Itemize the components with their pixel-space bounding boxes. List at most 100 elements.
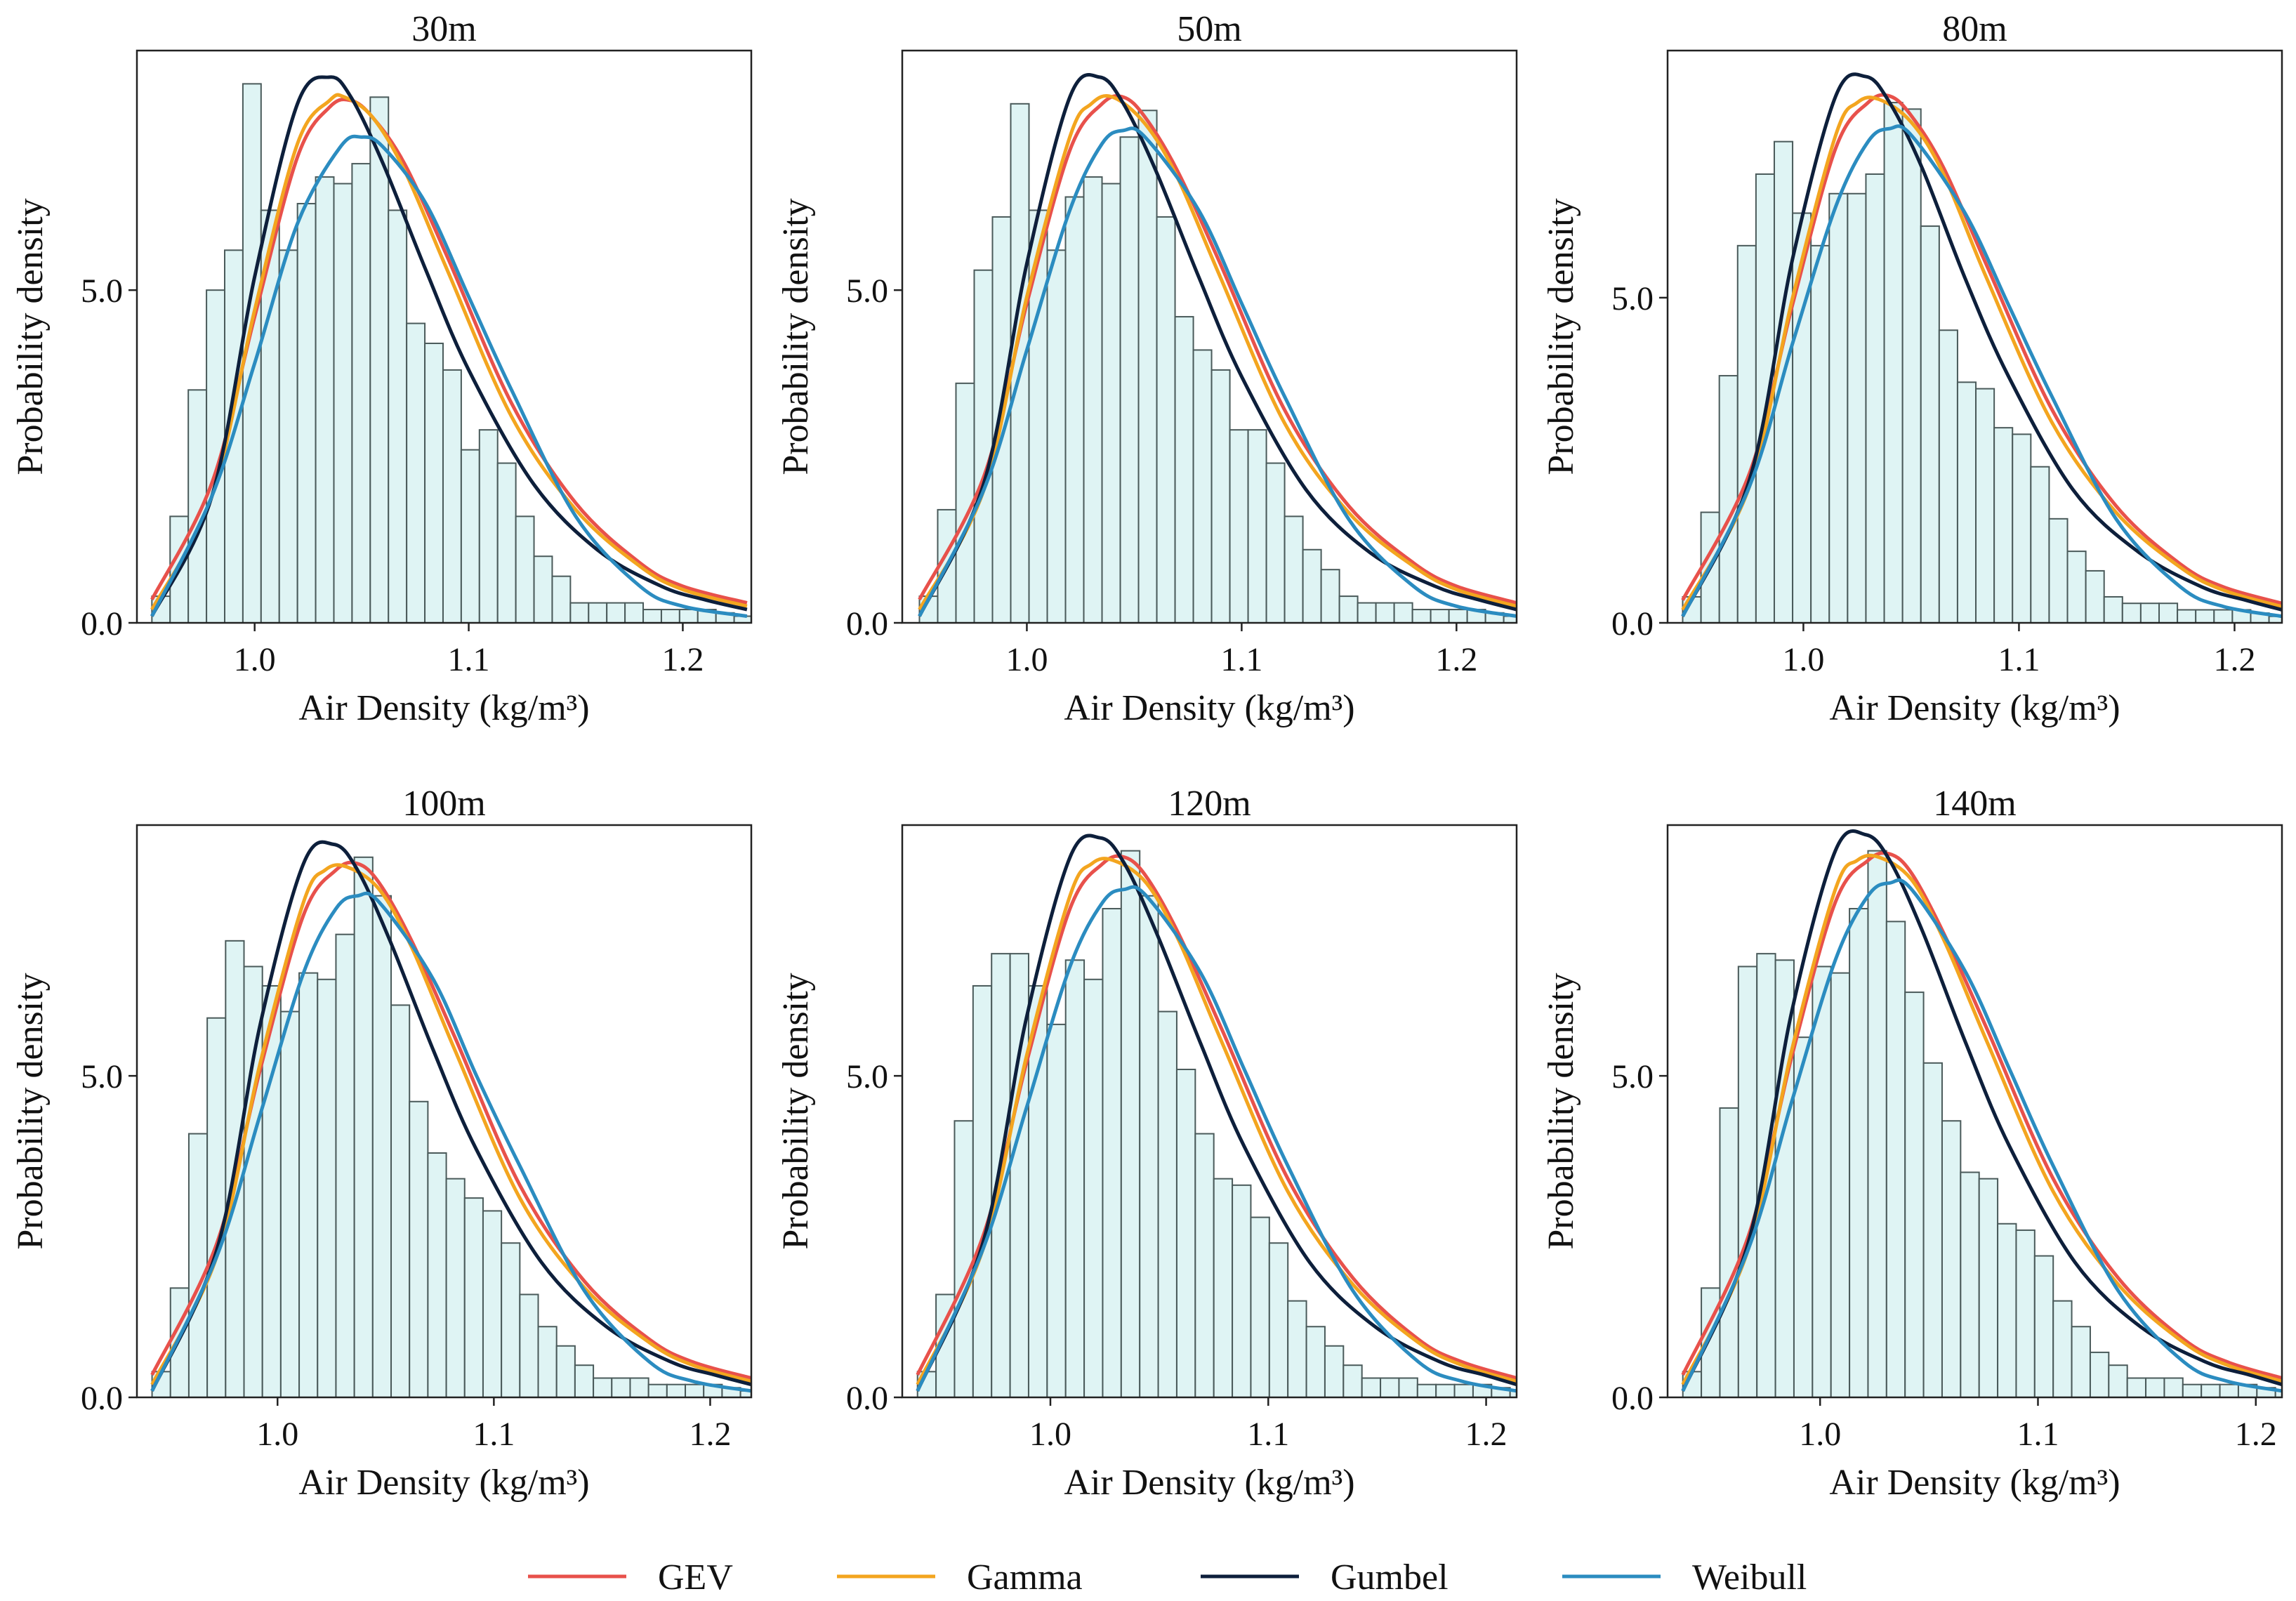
histogram-bar — [629, 1377, 649, 1397]
histogram-bar — [1920, 225, 1940, 623]
histogram-bar — [2052, 1300, 2073, 1397]
histogram-bar — [409, 1100, 429, 1397]
histogram-bar — [1375, 602, 1395, 623]
histogram-bar — [2126, 1377, 2147, 1397]
histogram-bar — [1883, 102, 1904, 623]
histogram-bar — [1810, 244, 1830, 623]
x-tick-label: 1.0 — [234, 641, 276, 678]
x-tick-label: 1.1 — [1998, 641, 2040, 678]
plot-frame — [901, 49, 1518, 624]
panel-30m: 1.0 1.1 1.2 0.0 5.0 30m Air Density (kg/m³) Pro… — [11, 9, 753, 728]
histogram-bar — [1137, 110, 1158, 623]
legend-label-weibull: Weibull — [1692, 1557, 1807, 1597]
histogram-bar — [1849, 908, 1869, 1397]
histogram-bar — [1828, 192, 1849, 623]
histogram-bar — [478, 429, 499, 623]
legend-label-gumbel: Gumbel — [1331, 1557, 1449, 1597]
y-tick-label: 5.0 — [1611, 1058, 1654, 1095]
histogram-bar — [2182, 1383, 2203, 1397]
histogram-bar — [1975, 388, 1995, 623]
x-axis-label: Air Density (kg/m³) — [1829, 1463, 2120, 1503]
legend-item-gamma: Gamma — [837, 1557, 1083, 1597]
histogram-bar — [1885, 921, 1906, 1397]
histogram-bar — [1302, 548, 1322, 623]
curve-gamma — [918, 93, 1517, 611]
histogram-bar — [2121, 602, 2142, 623]
curve-gamma — [1681, 95, 2282, 611]
histogram-bar — [460, 449, 480, 623]
plot-frame — [1666, 824, 2283, 1399]
histogram-bar — [371, 895, 392, 1397]
histogram-bar — [1064, 959, 1086, 1397]
histogram-bar — [1453, 1383, 1474, 1397]
y-tick-label: 5.0 — [81, 272, 123, 310]
panel-title: 80m — [1942, 9, 2007, 49]
histogram-bar — [2015, 1229, 2036, 1397]
histogram-bar — [593, 1377, 613, 1397]
y-tick-label: 5.0 — [846, 272, 888, 310]
histogram-bar — [501, 1242, 521, 1397]
histogram-bar — [1904, 991, 1925, 1397]
histogram-bar — [588, 602, 608, 623]
plot-area — [916, 834, 1517, 1397]
histogram-bar — [973, 269, 994, 623]
plot-frame — [1666, 49, 2283, 624]
plot-area — [918, 73, 1517, 623]
histogram-bar — [1101, 183, 1121, 623]
histogram-bar — [2066, 551, 2087, 623]
x-tick-label: 1.0 — [1799, 1416, 1841, 1453]
x-axis-label: Air Density (kg/m³) — [298, 688, 589, 728]
histogram-bar — [427, 1152, 447, 1397]
x-tick-label: 1.2 — [1435, 641, 1477, 678]
histogram-bar — [519, 1293, 539, 1397]
histogram-bar — [1718, 375, 1739, 623]
legend: GEV Gamma Gumbel Weibull — [528, 1557, 1807, 1597]
histogram-bar — [1083, 978, 1104, 1397]
histogram-bar — [1793, 1036, 1814, 1397]
curve-weibull — [150, 134, 748, 618]
panel-100m: 1.0 1.1 1.2 0.0 5.0 100m Air Density (kg/m³) Pr… — [11, 784, 753, 1503]
histogram-bar — [666, 1383, 687, 1397]
histogram-bar — [624, 602, 645, 623]
histogram-bar — [1960, 1171, 1980, 1397]
histogram-bar — [972, 984, 993, 1397]
histogram-bar — [647, 1383, 668, 1397]
x-tick-label: 1.0 — [1005, 641, 1048, 678]
histogram-bar — [611, 1377, 631, 1397]
histogram-bar — [1175, 1068, 1196, 1397]
histogram-bar — [333, 183, 353, 623]
histogram-bar — [1210, 369, 1231, 623]
histogram-bar — [1157, 1010, 1177, 1397]
plot-area — [1681, 829, 2282, 1397]
histogram-bar — [1737, 966, 1758, 1397]
histogram-bar — [574, 1364, 595, 1397]
histogram-bar — [1736, 244, 1757, 623]
histogram-bar — [206, 1017, 227, 1397]
x-tick-label: 1.0 — [1782, 641, 1824, 678]
histogram-bar — [1448, 609, 1468, 623]
histogram-bar — [2163, 1377, 2184, 1397]
x-tick-label: 1.2 — [1465, 1416, 1507, 1453]
y-axis-label: Probability density — [1541, 973, 1581, 1249]
panel-80m: 1.0 1.1 1.2 0.0 5.0 80m Air Density (kg/m³) Pro… — [1541, 9, 2283, 728]
histogram-bar — [335, 933, 355, 1397]
x-tick-label: 1.0 — [1029, 1416, 1071, 1453]
histogram-bar — [533, 555, 553, 623]
histogram-bar — [2033, 1255, 2054, 1397]
histogram-bar — [1120, 850, 1141, 1397]
histogram-bar — [515, 515, 535, 623]
histogram-bar — [954, 1120, 974, 1397]
histogram-bar — [1194, 1133, 1215, 1397]
panel-title: 100m — [402, 784, 485, 824]
histogram-bar — [2030, 466, 2050, 623]
x-axis-label: Air Density (kg/m³) — [1064, 688, 1354, 728]
y-tick-label: 5.0 — [846, 1058, 888, 1095]
legend-label-gamma: Gamma — [967, 1557, 1083, 1597]
y-axis-label: Probability density — [11, 973, 51, 1249]
histogram-bar — [1232, 1184, 1252, 1397]
y-tick-label: 0.0 — [846, 1380, 888, 1417]
histogram-bar — [496, 462, 517, 623]
histogram-bar — [424, 342, 444, 623]
histogram-bar — [2139, 602, 2160, 623]
histogram-bar — [1305, 1326, 1326, 1397]
